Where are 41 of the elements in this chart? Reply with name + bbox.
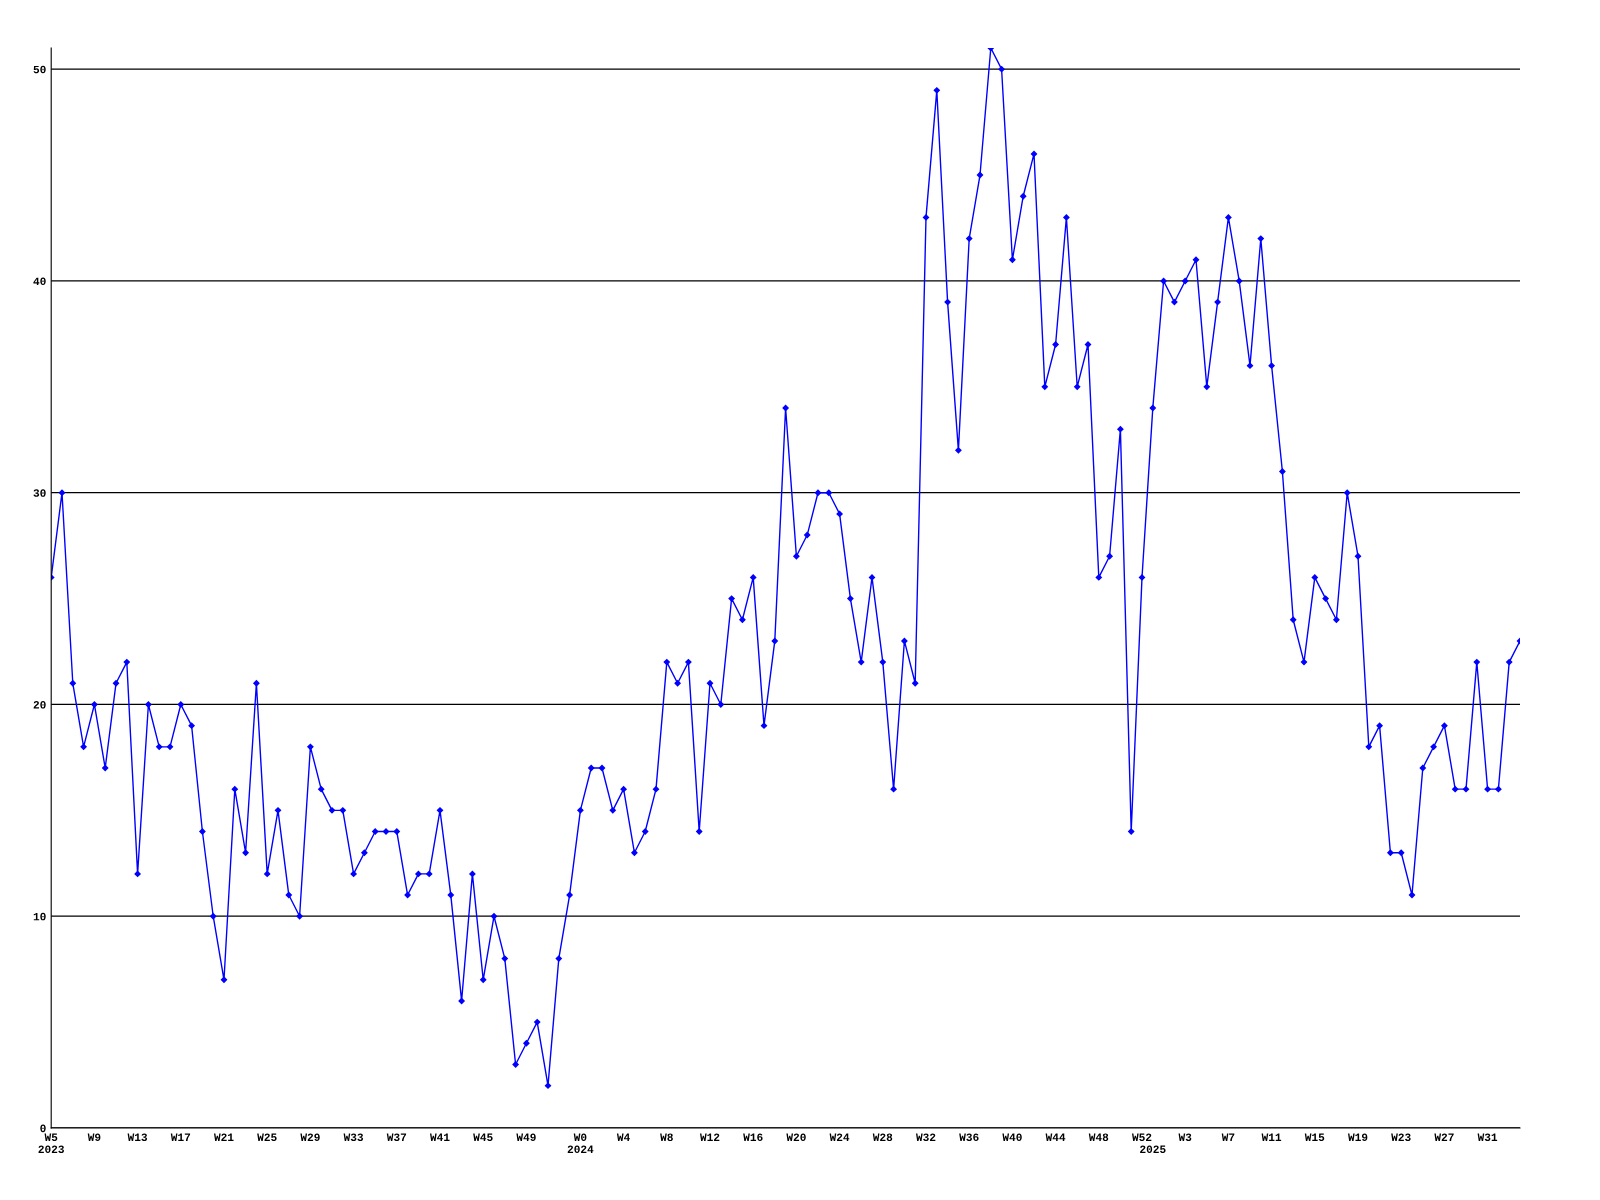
x-tick-label: W29 xyxy=(300,1133,320,1142)
y-tick-label: 10 xyxy=(33,912,46,921)
x-tick-label: W13 xyxy=(127,1133,148,1142)
x-tick-label: W44 xyxy=(1045,1133,1066,1141)
x-tick-label: W8 xyxy=(660,1133,673,1142)
x-tick-label: W49 xyxy=(516,1133,536,1142)
x-tick-label: W28 xyxy=(872,1133,893,1142)
x-tick-label: W33 xyxy=(343,1133,364,1142)
x-tick-label: W21 xyxy=(214,1133,234,1141)
x-tick-label: W5 2023 xyxy=(38,1133,64,1154)
x-tick-label: W40 xyxy=(1002,1133,1022,1142)
x-tick-label: W15 xyxy=(1304,1133,1325,1142)
x-tick-label: W0 2024 xyxy=(567,1133,594,1153)
x-tick-label: W32 xyxy=(916,1133,936,1142)
x-tick-label: W4 xyxy=(616,1133,630,1141)
x-tick-label: W11 xyxy=(1261,1133,1282,1141)
y-tick-label: 50 xyxy=(33,65,46,74)
x-tick-label: W27 xyxy=(1434,1133,1454,1141)
x-tick-label: 2025 xyxy=(1140,1145,1166,1153)
y-tick-label: 20 xyxy=(33,701,46,709)
x-tick-label: W24 xyxy=(829,1133,850,1141)
x-tick-label: W31 xyxy=(1477,1133,1498,1142)
x-tick-label: W36 xyxy=(959,1133,979,1142)
y-tick-label: 30 xyxy=(33,489,46,497)
x-tick-label: W19 xyxy=(1348,1133,1368,1142)
x-tick-label: W37 xyxy=(386,1133,407,1142)
x-tick-label: W12 xyxy=(700,1133,720,1141)
x-tick-label: W9 xyxy=(87,1133,101,1142)
x-tick-label: W23 xyxy=(1391,1133,1411,1142)
x-tick-label: W45 xyxy=(473,1133,493,1142)
x-tick-label: W41 xyxy=(430,1133,450,1141)
x-tick-label: W7 xyxy=(1221,1133,1235,1141)
y-tick-label: 0 xyxy=(40,1124,46,1133)
x-tick-label: W20 xyxy=(786,1133,806,1142)
x-tick-label: W16 xyxy=(743,1133,763,1142)
x-tick-label: W25 xyxy=(257,1133,277,1142)
y-tick-label: 40 xyxy=(33,277,46,286)
x-tick-label: W52 xyxy=(1132,1133,1152,1142)
x-tick-label: W3 xyxy=(1178,1133,1192,1142)
x-tick-label: W17 xyxy=(170,1133,191,1141)
x-tick-label: W48 xyxy=(1088,1133,1109,1142)
